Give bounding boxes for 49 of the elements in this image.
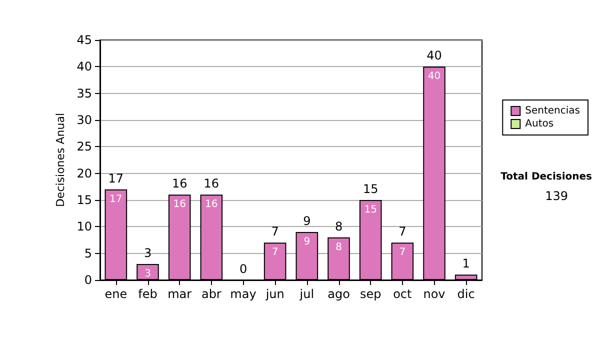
total-label: 15 <box>362 182 378 196</box>
y-axis-title: Decisiones Anual <box>54 112 67 208</box>
x-tick-label: mar <box>168 287 192 301</box>
y-tick-label: 45 <box>76 33 92 47</box>
data-label: 16 <box>173 199 186 210</box>
y-tick-label: 10 <box>76 220 92 234</box>
x-tick-label: abr <box>201 287 222 301</box>
total-label: 7 <box>398 224 406 239</box>
data-label: 8 <box>336 242 342 253</box>
x-tick-label: may <box>230 287 256 301</box>
x-tick-label: ago <box>328 287 350 301</box>
total-label: 16 <box>172 176 188 191</box>
text: Total Decisiones <box>500 172 592 182</box>
data-label: 17 <box>110 194 122 205</box>
data-label: 16 <box>205 199 218 210</box>
x-tick-label: jun <box>264 287 284 301</box>
y-tick-label: 0 <box>84 273 92 287</box>
data-label: 15 <box>364 204 377 216</box>
total-label: 3 <box>144 246 152 260</box>
total-label: 8 <box>334 219 343 234</box>
x-tick-label: nov <box>423 287 446 301</box>
x-tick-label: sep <box>360 287 382 301</box>
total-label: 7 <box>271 224 279 239</box>
legend-label: Sentencias <box>525 106 580 116</box>
y-tick-label: 25 <box>76 140 92 154</box>
total-label: 40 <box>426 48 442 63</box>
x-tick-label: feb <box>138 287 158 301</box>
legend-label: Autos <box>525 118 554 130</box>
data-label: 40 <box>428 71 441 82</box>
text: 139 <box>545 189 568 203</box>
y-tick-label: 35 <box>76 86 92 100</box>
total-label: 9 <box>303 214 311 228</box>
data-label: 7 <box>272 247 278 258</box>
y-tick-label: 15 <box>76 193 92 207</box>
y-tick-label: 30 <box>76 113 92 127</box>
x-tick-label: oct <box>393 287 412 301</box>
total-label: 17 <box>108 171 124 186</box>
data-label: 9 <box>304 236 310 248</box>
y-tick-label: 20 <box>76 166 92 180</box>
total-label: 1 <box>462 256 470 271</box>
y-tick-label: 5 <box>84 246 92 260</box>
total-label: 0 <box>239 262 248 276</box>
x-tick-label: jul <box>298 287 314 301</box>
data-label: 3 <box>144 268 151 280</box>
total-label: 16 <box>204 176 220 191</box>
x-tick-label: ene <box>104 287 128 301</box>
x-tick-label: dic <box>457 287 475 301</box>
y-tick-label: 40 <box>76 60 92 74</box>
data-label: 7 <box>399 247 406 258</box>
